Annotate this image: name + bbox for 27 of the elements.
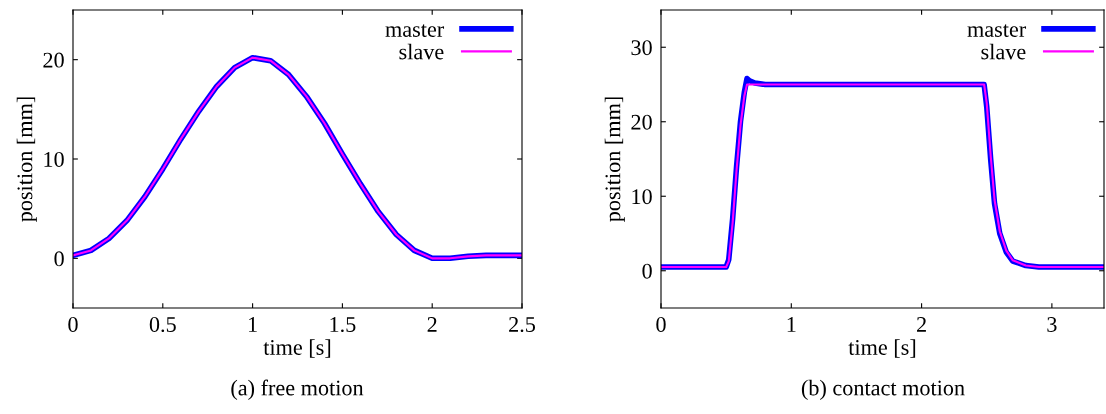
text: (b) contact motion [801,379,965,400]
y-tick-label: 10 [632,189,652,205]
x-tick-label: 0.5 [149,316,176,333]
y-tick-label: 20 [631,114,652,130]
x-tick-label: 3 [1047,317,1057,332]
x-tick-label: 2 [427,317,437,332]
x-tick-label: 1 [787,317,796,332]
x-tick-label: 0 [68,316,78,332]
y-tick-label: 20 [43,52,64,68]
x-tick-label: 1.5 [330,317,356,333]
y-tick-label: 0 [642,263,652,279]
legend-label: master [385,24,445,37]
x-axis-title: time [s] [263,339,331,358]
text: (a) free motion [231,379,364,400]
x-tick-label: 0 [656,316,666,332]
y-tick-label: 0 [54,251,64,267]
y-axis-title: position [mm] [16,97,37,222]
legend-label: slave [981,43,1026,60]
x-tick-label: 2 [917,317,926,332]
legend-label: slave [399,43,444,60]
x-axis-title: time [s] [848,339,916,358]
x-tick-label: 1 [249,317,257,332]
legend-label: master [967,24,1027,37]
y-tick-label: 30 [631,40,652,56]
x-tick-label: 2.5 [509,317,536,333]
y-axis-title: position [mm] [604,97,625,222]
y-tick-label: 10 [44,151,64,167]
